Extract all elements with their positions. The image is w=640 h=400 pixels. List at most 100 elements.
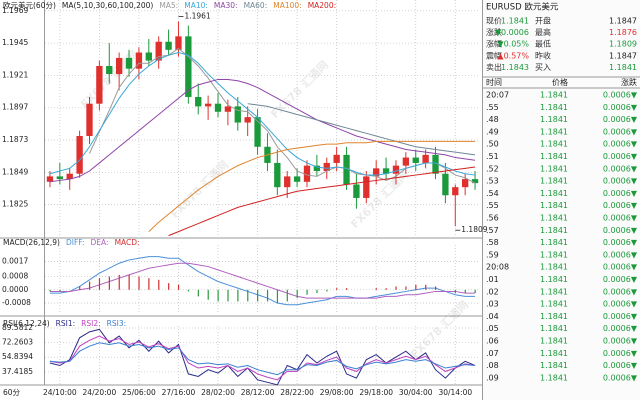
indicator-line (49, 256, 476, 306)
trade-cell: .07 (486, 349, 499, 358)
trade-cell: 1.1841 (540, 337, 568, 346)
trade-cell: 1.1841 (540, 140, 568, 149)
macd-bar (346, 288, 348, 290)
trade-cell: 1.1841 (540, 177, 568, 186)
legend-entry: MA30: (214, 1, 238, 10)
candle-body (46, 176, 54, 182)
panel-title: RSI(6,12,24) (3, 319, 50, 328)
trade-cell: 1.1841 (540, 91, 568, 100)
macd-bar (454, 289, 456, 294)
trade-cell: .49 (486, 127, 499, 136)
trade-cell: 0.0006▼ (603, 91, 638, 100)
trade-cell: 0.0006▼ (603, 373, 638, 382)
y-tick-label: 54.8394 (2, 352, 33, 361)
candle-body (185, 36, 192, 97)
quote-label: 最高 (535, 27, 551, 37)
trade-cell: .04 (486, 312, 499, 321)
candle-body (333, 154, 340, 163)
x-tick-label: 29/18:00 (359, 388, 393, 397)
x-tick-label: 25/06:00 (122, 388, 156, 397)
macd-bar (415, 284, 417, 290)
x-tick-label: 30/14:00 (438, 388, 472, 397)
candle-body (214, 103, 222, 112)
indicator-line (49, 78, 476, 183)
candle-body (244, 117, 251, 123)
macd-bar (59, 289, 61, 292)
x-tick-label: 30/04:00 (399, 388, 433, 397)
macd-bar (247, 289, 249, 302)
trade-cell: .48 (486, 115, 499, 124)
macd-bar (425, 284, 427, 290)
trade-cell: 1.1841 (540, 361, 568, 370)
symbol-header: EURUSD 欧元美元 (486, 2, 559, 13)
trade-cell: 1.1841 (540, 164, 568, 173)
trade-cell: .58 (486, 238, 499, 247)
candle-body (353, 184, 360, 198)
trade-cell: 0.0006▼ (603, 115, 638, 124)
y-tick-label: 1.1825 (2, 200, 28, 209)
x-tick-label: 28/02:00 (201, 388, 235, 397)
trade-cell: .01 (486, 275, 499, 284)
trade-cell: 0.0006▼ (603, 349, 638, 358)
candle-body (462, 179, 469, 188)
candle-body (471, 179, 479, 184)
indicator-line (148, 140, 476, 232)
candle-body (363, 176, 370, 198)
trade-cell: 0.0006▼ (603, 201, 638, 210)
candle-body (274, 162, 281, 188)
macd-bar (474, 289, 476, 294)
macd-bar (405, 286, 407, 290)
trade-cell: 1.1841 (540, 189, 568, 198)
trade-cell: .05 (486, 324, 499, 333)
macd-bar (217, 289, 219, 302)
x-tick-label: 27/16:00 (162, 388, 196, 397)
quote-value: ▲0.57% (497, 51, 529, 60)
quote-value: 1.1841 (501, 17, 529, 26)
candle-body (165, 41, 172, 50)
indicator-line (247, 103, 476, 156)
candle-body (175, 36, 182, 50)
candle-body (56, 176, 63, 180)
legend-entry: MA60: (244, 1, 268, 10)
candle-body (145, 52, 152, 61)
indicator-line (49, 342, 476, 376)
candle-body (86, 103, 93, 137)
candle-body (234, 106, 241, 123)
trade-cell: 1.1841 (540, 312, 568, 321)
trade-cell: 0.0006▼ (603, 300, 638, 309)
quote-label: 卖出 (486, 62, 502, 72)
trade-cell: 0.0006▼ (603, 361, 638, 370)
candle-body (402, 157, 410, 166)
candle-body (76, 136, 83, 174)
macd-bar (138, 276, 140, 290)
y-tick-label: 1.1849 (2, 167, 28, 176)
extreme-label: 1.1961 (184, 12, 210, 21)
macd-bar (316, 289, 318, 294)
quote-value: ▼0.0006 (495, 28, 529, 37)
legend-entry: RSI2: (81, 319, 100, 328)
legend-entry: RSI1: (56, 319, 75, 328)
quote-label: 买入 (535, 63, 551, 72)
trade-cell: .57 (486, 226, 499, 235)
quote-label: 现价 (486, 17, 502, 26)
macd-bar (148, 278, 150, 290)
trade-cell: 1.1841 (540, 287, 568, 296)
quote-label: 震幅 (486, 50, 502, 60)
x-tick-label: 28/12:00 (241, 388, 275, 397)
candle-body (313, 165, 321, 172)
trade-cell: 1.1841 (540, 127, 568, 136)
candle-body (66, 173, 73, 180)
candle-body (204, 103, 212, 107)
macd-bar (237, 289, 239, 302)
trade-cell: 0.0006▼ (603, 214, 638, 223)
trade-cell: .02 (486, 287, 499, 296)
trade-cell: 1.1841 (540, 373, 568, 382)
trade-cell: 0.0006▼ (603, 127, 638, 136)
candle-body (224, 106, 232, 112)
trade-cell: 0.0006▼ (603, 177, 638, 186)
macd-bar (306, 289, 308, 295)
trade-cell: .56 (486, 214, 499, 223)
trade-cell: 0.0006▼ (603, 164, 638, 173)
trades-header: 涨跌 (621, 77, 637, 87)
